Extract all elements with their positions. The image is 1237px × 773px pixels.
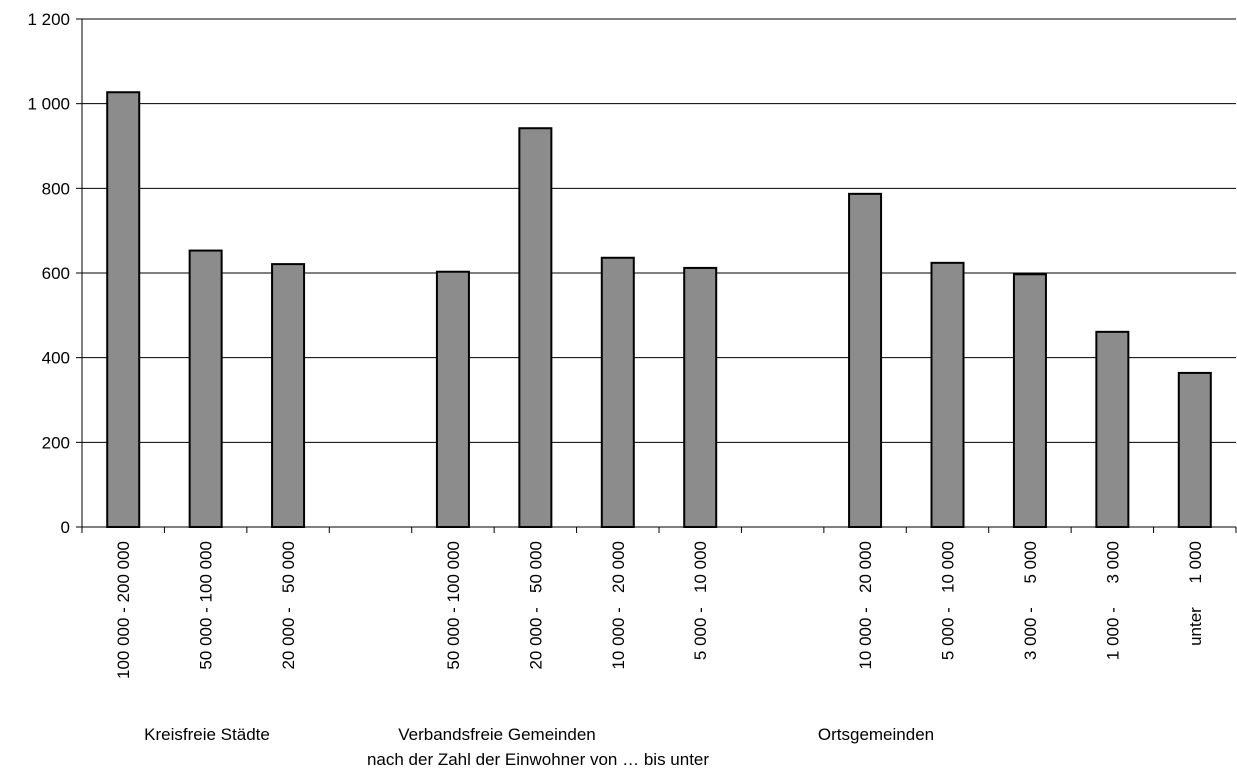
x-tick-label: 3 000 - 5 000 <box>1021 541 1040 660</box>
x-tick-label: 20 000 - 50 000 <box>279 541 298 670</box>
bar <box>848 192 883 528</box>
bar <box>518 127 553 528</box>
x-tick-label: 5 000 - 10 000 <box>939 541 958 660</box>
x-tick-label: unter 1 000 <box>1186 541 1205 646</box>
group-label-ortsgemeinden: Ortsgemeinden <box>817 725 935 744</box>
y-tick-label: 0 <box>61 518 70 537</box>
y-tick-label: 1 200 <box>27 10 70 29</box>
x-tick-label: 5 000 - 10 000 <box>691 541 710 660</box>
x-tick-label: 50 000 - 100 000 <box>444 541 463 670</box>
bar <box>930 261 965 528</box>
axes <box>76 18 1237 533</box>
y-tick-labels: 0 200 400 600 800 1 000 1 200 <box>27 10 70 537</box>
x-tick-label: 20 000 - 50 000 <box>526 541 545 670</box>
x-tick-label: 10 000 - 20 000 <box>856 541 875 670</box>
bar <box>1012 273 1047 528</box>
bars <box>106 91 1212 529</box>
bar <box>683 266 718 528</box>
x-axis-label: nach der Zahl der Einwohner von … bis un… <box>366 750 710 769</box>
bar <box>106 91 141 528</box>
x-tick-label: 50 000 - 100 000 <box>197 541 216 670</box>
y-tick-label: 400 <box>42 349 70 368</box>
bar <box>600 256 635 528</box>
x-tick-labels: 100 000 - 200 000 50 000 - 100 000 20 000 … <box>114 541 1205 679</box>
bar <box>1095 330 1130 528</box>
bar <box>435 270 470 529</box>
x-tick-label: 100 000 - 200 000 <box>114 541 133 679</box>
grid-lines <box>82 18 1236 443</box>
bar <box>271 263 306 528</box>
x-tick-label: 10 000 - 20 000 <box>609 541 628 670</box>
bar <box>1177 371 1212 529</box>
group-label-verbandsfreie-gemeinden: Verbandsfreie Gemeinden <box>398 725 596 744</box>
y-tick-label: 200 <box>42 433 70 452</box>
y-tick-label: 600 <box>42 264 70 283</box>
x-tick-label: 1 000 - 3 000 <box>1103 541 1122 660</box>
y-tick-label: 1 000 <box>27 95 70 114</box>
bar <box>188 249 223 529</box>
y-tick-label: 800 <box>42 179 70 198</box>
group-label-kreisfreie-staedte: Kreisfreie Städte <box>144 725 270 744</box>
